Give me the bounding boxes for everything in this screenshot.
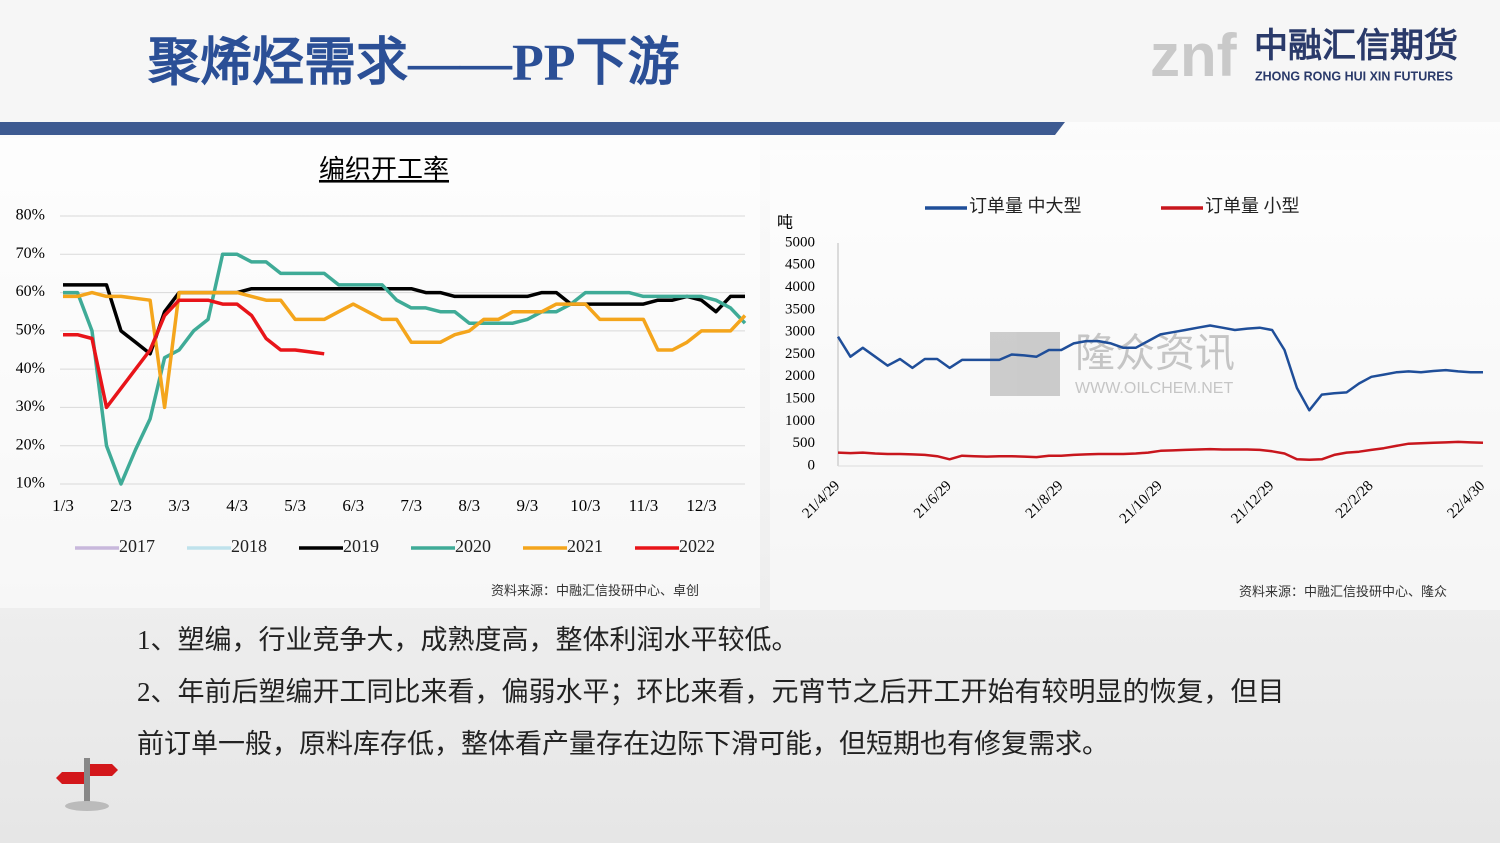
x-tick-label: 1/3 <box>52 496 74 515</box>
y-tick-label: 1000 <box>785 413 815 429</box>
y-tick-label: 3000 <box>785 324 815 340</box>
data-line <box>836 324 1483 412</box>
y-tick-label: 3500 <box>785 301 815 317</box>
body-line: 1、塑编，行业竞争大，成熟度高，整体利润水平较低。 <box>137 625 799 655</box>
x-tick-label: 8/3 <box>458 496 480 515</box>
x-tick-label: 3/3 <box>168 496 190 515</box>
data-line <box>63 252 747 486</box>
y-tick-label: 500 <box>793 435 816 451</box>
legend-label: 2019 <box>343 536 379 556</box>
y-tick-label: 2000 <box>785 368 815 384</box>
y-tick-label: 2500 <box>785 346 815 362</box>
legend-label: 订单量 小型 <box>1205 196 1300 216</box>
legend-label: 2018 <box>231 536 267 556</box>
signpost-icon <box>56 758 118 811</box>
y-tick-label: 70% <box>16 245 45 262</box>
legend-label: 订单量 中大型 <box>969 196 1082 216</box>
y-tick-label: 60% <box>16 283 45 300</box>
x-tick-label: 6/3 <box>342 496 364 515</box>
data-line <box>63 283 745 356</box>
x-tick-label: 11/3 <box>629 496 659 515</box>
y-axis-unit: 吨 <box>777 214 793 232</box>
y-tick-label: 5000 <box>785 234 815 250</box>
y-tick-label: 80% <box>16 207 45 224</box>
x-tick-label: 4/3 <box>226 496 248 515</box>
slide-title: 聚烯烃需求——PP下游 <box>147 34 680 92</box>
y-tick-label: 4000 <box>785 279 815 295</box>
x-tick-label: 7/3 <box>400 496 422 515</box>
header-band <box>0 0 1500 122</box>
body-line: 前订单一般，原料库存低，整体看产量存在边际下滑可能，但短期也有修复需求。 <box>137 729 1109 759</box>
y-tick-label: 50% <box>16 322 45 339</box>
legend-label: 2022 <box>679 536 715 556</box>
x-tick-label: 10/3 <box>570 496 600 515</box>
source-note: 资料来源：中融汇信投研中心、卓创 <box>491 583 699 598</box>
x-tick-label: 2/3 <box>110 496 132 515</box>
chart-title: 编织开工率 <box>319 155 449 184</box>
watermark-logo <box>990 332 1060 396</box>
y-tick-label: 1500 <box>785 391 815 407</box>
data-line <box>837 440 1484 462</box>
source-note: 资料来源：中融汇信投研中心、隆众 <box>1239 584 1447 599</box>
y-tick-label: 30% <box>16 398 45 415</box>
watermark-url: WWW.OILCHEM.NET <box>1075 380 1233 397</box>
logo-english: ZHONG RONG HUI XIN FUTURES <box>1255 69 1453 83</box>
chart-panel <box>770 150 1500 610</box>
body-line: 2、年前后塑编开工同比来看，偏弱水平；环比来看，元宵节之后开工开始有较明显的恢复… <box>137 677 1285 707</box>
data-line <box>63 290 747 410</box>
y-tick-label: 0 <box>808 457 816 473</box>
x-tick-label: 12/3 <box>686 496 716 515</box>
watermark: 隆众资讯 WWW.OILCHEM.NET <box>990 332 1235 397</box>
legend-label: 2020 <box>455 536 491 556</box>
watermark-text: 隆众资讯 <box>1075 332 1235 376</box>
data-line <box>63 298 325 410</box>
logo-mark: znf <box>1150 22 1238 89</box>
logo-name: 中融汇信期货 <box>1254 27 1458 65</box>
y-tick-label: 10% <box>16 475 45 492</box>
legend-label: 2021 <box>567 536 603 556</box>
chart-panel <box>0 138 760 608</box>
x-tick-label: 9/3 <box>516 496 538 515</box>
y-tick-label: 4500 <box>785 257 815 273</box>
legend-label: 2017 <box>119 536 155 556</box>
x-tick-label: 5/3 <box>284 496 306 515</box>
header-bar <box>0 122 1065 135</box>
y-tick-label: 40% <box>16 360 45 377</box>
y-tick-label: 20% <box>16 436 45 453</box>
